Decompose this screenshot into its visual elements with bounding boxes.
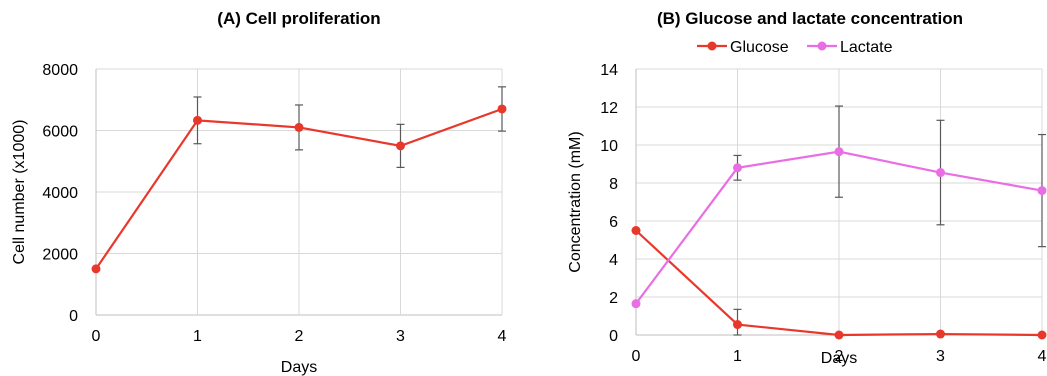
data-point <box>91 264 101 274</box>
y-tick-label: 14 <box>600 62 618 79</box>
y-tick-label: 8000 <box>42 62 78 79</box>
data-point <box>936 329 945 339</box>
data-point <box>1037 186 1047 196</box>
legend-marker <box>817 41 827 51</box>
x-tick-label: 1 <box>733 348 742 365</box>
data-point <box>193 115 202 125</box>
x-tick-label: 4 <box>1038 348 1047 365</box>
y-axis-label: Concentration (mM) <box>567 131 584 272</box>
data-point <box>733 163 742 173</box>
data-point <box>396 141 405 151</box>
data-point <box>631 299 641 309</box>
y-tick-label: 6 <box>609 214 618 231</box>
x-tick-label: 3 <box>936 348 945 365</box>
data-point <box>631 226 641 235</box>
y-tick-label: 2000 <box>42 247 78 264</box>
y-tick-label: 6000 <box>42 124 78 141</box>
chart-title: (A) Cell proliferation <box>217 9 380 28</box>
series-lactate <box>631 105 1047 309</box>
y-tick-label: 4 <box>609 252 618 269</box>
chart-1: (B) Glucose and lactate concentration 0 2 4… <box>567 9 1047 367</box>
chart-0: (A) Cell proliferation 0 2000 4000 6000 8000 0… <box>11 9 507 376</box>
x-tick-label: 2 <box>835 348 844 365</box>
x-tick-label: 1 <box>193 328 202 345</box>
legend-marker <box>707 41 717 51</box>
x-tick-label: 4 <box>498 328 507 345</box>
x-axis-label: Days <box>821 350 857 367</box>
chart-title: (B) Glucose and lactate concentration <box>657 9 963 28</box>
data-point <box>733 320 742 330</box>
y-tick-label: 2 <box>609 290 618 307</box>
legend-label: Glucose <box>730 39 789 56</box>
data-point <box>1037 330 1047 340</box>
x-tick-label: 0 <box>632 348 641 365</box>
series-glucose <box>631 226 1047 340</box>
x-axis-label: Days <box>281 359 317 376</box>
y-tick-label: 4000 <box>42 185 78 202</box>
y-tick-label: 12 <box>600 100 618 117</box>
y-tick-label: 0 <box>69 308 78 325</box>
y-axis-label: Cell number (x1000) <box>11 120 28 265</box>
y-tick-label: 8 <box>609 176 618 193</box>
legend-label: Lactate <box>840 39 893 56</box>
data-point <box>834 147 844 157</box>
x-tick-label: 2 <box>295 328 304 345</box>
data-point <box>497 104 507 114</box>
x-tick-label: 3 <box>396 328 405 345</box>
y-tick-label: 0 <box>609 328 618 345</box>
x-tick-label: 0 <box>92 328 101 345</box>
data-point <box>936 168 945 178</box>
data-point <box>834 330 844 340</box>
series-0 <box>91 86 507 274</box>
legend: Glucose Lactate <box>697 39 893 56</box>
data-point <box>294 122 304 132</box>
y-tick-label: 10 <box>600 138 618 155</box>
